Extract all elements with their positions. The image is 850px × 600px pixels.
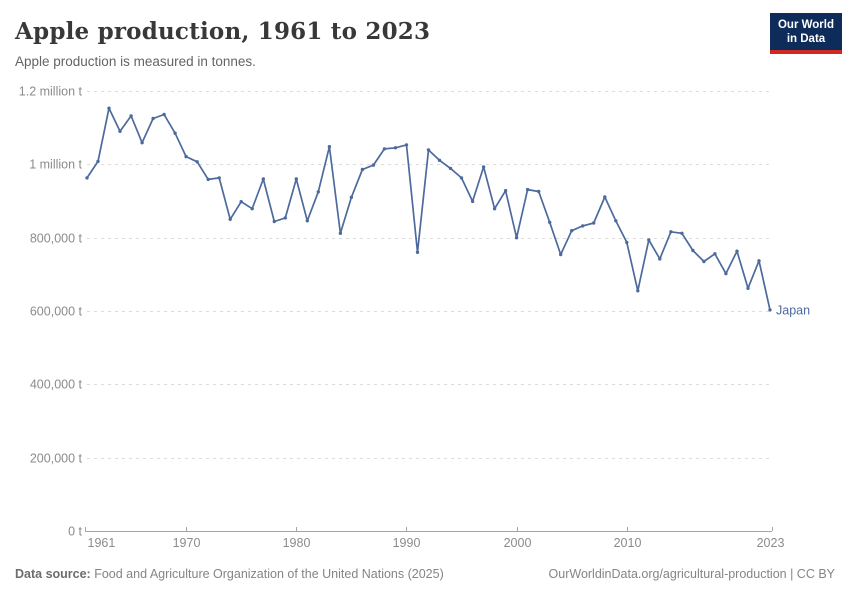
- data-point[interactable]: [592, 221, 596, 225]
- data-point[interactable]: [614, 219, 618, 223]
- data-point[interactable]: [570, 229, 574, 233]
- x-tick-label: 1980: [283, 536, 311, 550]
- data-point[interactable]: [768, 308, 772, 312]
- data-point[interactable]: [680, 231, 684, 235]
- data-point[interactable]: [140, 141, 144, 145]
- data-point[interactable]: [184, 154, 188, 159]
- data-point[interactable]: [382, 147, 387, 151]
- data-point[interactable]: [305, 219, 309, 223]
- data-point[interactable]: [327, 145, 332, 149]
- data-point[interactable]: [492, 207, 497, 211]
- y-tick-label: 1.2 million t: [19, 85, 83, 99]
- data-point[interactable]: [724, 271, 728, 276]
- data-point[interactable]: [239, 200, 243, 204]
- data-point[interactable]: [162, 112, 166, 117]
- y-tick-label: 400,000 t: [30, 378, 83, 392]
- data-point[interactable]: [371, 163, 376, 167]
- data-point[interactable]: [360, 167, 365, 172]
- data-point[interactable]: [173, 131, 177, 135]
- x-tick-label: 2010: [614, 536, 642, 550]
- data-point[interactable]: [228, 217, 232, 221]
- data-point[interactable]: [691, 248, 695, 253]
- chart-subtitle: Apple production is measured in tonnes.: [15, 54, 256, 69]
- data-point[interactable]: [437, 158, 442, 162]
- data-point[interactable]: [581, 224, 585, 228]
- data-point[interactable]: [261, 177, 265, 181]
- x-tick-label: 2023: [757, 536, 785, 550]
- data-point[interactable]: [426, 148, 431, 152]
- data-source-label: Data source:: [15, 567, 91, 581]
- data-point[interactable]: [603, 195, 607, 199]
- logo-line2: in Data: [786, 33, 826, 45]
- data-point[interactable]: [548, 220, 552, 224]
- data-point[interactable]: [294, 177, 298, 181]
- data-point[interactable]: [503, 189, 508, 193]
- data-point[interactable]: [746, 286, 750, 290]
- y-tick-label: 1 million t: [29, 158, 82, 172]
- data-point[interactable]: [250, 207, 254, 211]
- data-source-text: Food and Agriculture Organization of the…: [94, 567, 444, 581]
- data-point[interactable]: [537, 189, 541, 194]
- chart-footer: Data source: Food and Agriculture Organi…: [15, 567, 835, 581]
- data-point[interactable]: [195, 160, 199, 164]
- data-point[interactable]: [702, 259, 706, 264]
- data-point[interactable]: [404, 143, 409, 147]
- data-point[interactable]: [647, 238, 651, 242]
- x-tick-label: 1970: [173, 536, 201, 550]
- data-point[interactable]: [85, 176, 89, 180]
- y-tick-label: 0 t: [68, 525, 82, 539]
- data-point[interactable]: [735, 249, 739, 253]
- data-point[interactable]: [669, 230, 673, 234]
- logo-line1: Our World: [777, 19, 834, 31]
- data-point[interactable]: [713, 252, 717, 256]
- data-point[interactable]: [349, 195, 354, 199]
- series-label-japan[interactable]: Japan: [776, 303, 810, 317]
- data-point[interactable]: [283, 216, 287, 220]
- data-point[interactable]: [217, 176, 221, 180]
- data-line[interactable]: [86, 107, 771, 311]
- data-point[interactable]: [206, 177, 210, 182]
- page-title: Apple production, 1961 to 2023: [15, 18, 431, 45]
- data-point[interactable]: [151, 116, 155, 121]
- x-tick-label: 1990: [393, 536, 421, 550]
- credit-link[interactable]: OurWorldinData.org/agricultural-producti…: [548, 567, 835, 581]
- data-point[interactable]: [415, 250, 420, 254]
- data-point[interactable]: [316, 190, 320, 194]
- data-point[interactable]: [625, 240, 629, 245]
- y-tick-label: 600,000 t: [30, 305, 83, 319]
- data-point[interactable]: [559, 252, 563, 257]
- y-tick-label: 200,000 t: [30, 452, 83, 466]
- data-source: Data source: Food and Agriculture Organi…: [15, 567, 444, 581]
- data-point[interactable]: [338, 231, 343, 235]
- data-point[interactable]: [658, 257, 662, 261]
- data-point[interactable]: [636, 289, 640, 293]
- data-point[interactable]: [459, 176, 464, 180]
- x-tick-label: 1961: [88, 536, 116, 550]
- data-point[interactable]: [129, 114, 133, 118]
- data-point[interactable]: [448, 166, 453, 171]
- data-point[interactable]: [107, 106, 111, 110]
- chart-header: Apple production, 1961 to 2023 Apple pro…: [15, 10, 755, 69]
- data-point[interactable]: [470, 199, 475, 204]
- y-tick-label: 800,000 t: [30, 232, 83, 246]
- data-point[interactable]: [757, 259, 761, 263]
- data-point[interactable]: [481, 165, 486, 169]
- data-point[interactable]: [393, 146, 398, 150]
- data-point[interactable]: [525, 187, 530, 192]
- data-point[interactable]: [96, 159, 100, 164]
- data-point[interactable]: [272, 219, 276, 224]
- x-tick-label: 2000: [504, 536, 532, 550]
- data-point[interactable]: [514, 236, 519, 240]
- owid-logo[interactable]: Our World in Data: [770, 13, 842, 54]
- data-point[interactable]: [118, 129, 122, 133]
